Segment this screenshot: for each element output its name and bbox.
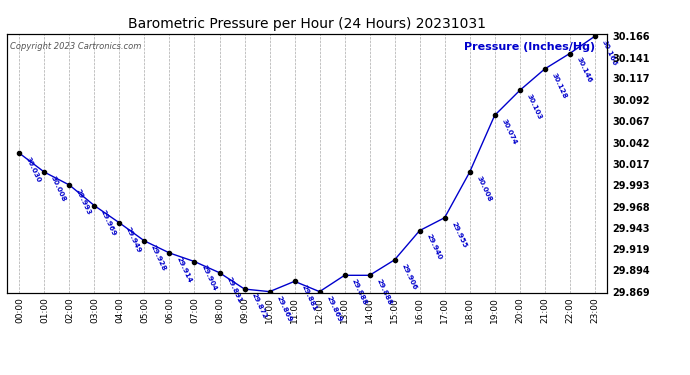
Title: Barometric Pressure per Hour (24 Hours) 20231031: Barometric Pressure per Hour (24 Hours) … bbox=[128, 17, 486, 31]
Text: 29.906: 29.906 bbox=[400, 262, 417, 291]
Text: 29.888: 29.888 bbox=[375, 278, 393, 306]
Text: 29.888: 29.888 bbox=[350, 278, 368, 306]
Text: 29.869: 29.869 bbox=[275, 294, 293, 322]
Text: 29.904: 29.904 bbox=[200, 264, 217, 292]
Text: 30.074: 30.074 bbox=[500, 118, 518, 146]
Text: 29.940: 29.940 bbox=[425, 233, 442, 261]
Text: 29.928: 29.928 bbox=[150, 244, 168, 272]
Text: 30.008: 30.008 bbox=[50, 175, 67, 203]
Text: 30.103: 30.103 bbox=[525, 93, 542, 121]
Text: 29.872: 29.872 bbox=[250, 292, 267, 320]
Text: Pressure (Inches/Hg): Pressure (Inches/Hg) bbox=[464, 42, 595, 51]
Text: 29.955: 29.955 bbox=[450, 220, 468, 249]
Text: Copyright 2023 Cartronics.com: Copyright 2023 Cartronics.com bbox=[10, 42, 141, 51]
Text: 29.891: 29.891 bbox=[225, 276, 242, 303]
Text: 29.914: 29.914 bbox=[175, 256, 193, 284]
Text: 30.146: 30.146 bbox=[575, 56, 593, 84]
Text: 30.128: 30.128 bbox=[550, 72, 567, 100]
Text: 30.166: 30.166 bbox=[600, 39, 618, 67]
Text: 29.969: 29.969 bbox=[100, 209, 117, 237]
Text: 30.008: 30.008 bbox=[475, 175, 493, 203]
Text: 29.949: 29.949 bbox=[125, 226, 142, 254]
Text: 29.869: 29.869 bbox=[325, 294, 342, 322]
Text: 29.993: 29.993 bbox=[75, 188, 92, 216]
Text: 29.881: 29.881 bbox=[300, 284, 317, 312]
Text: 30.030: 30.030 bbox=[25, 156, 42, 184]
